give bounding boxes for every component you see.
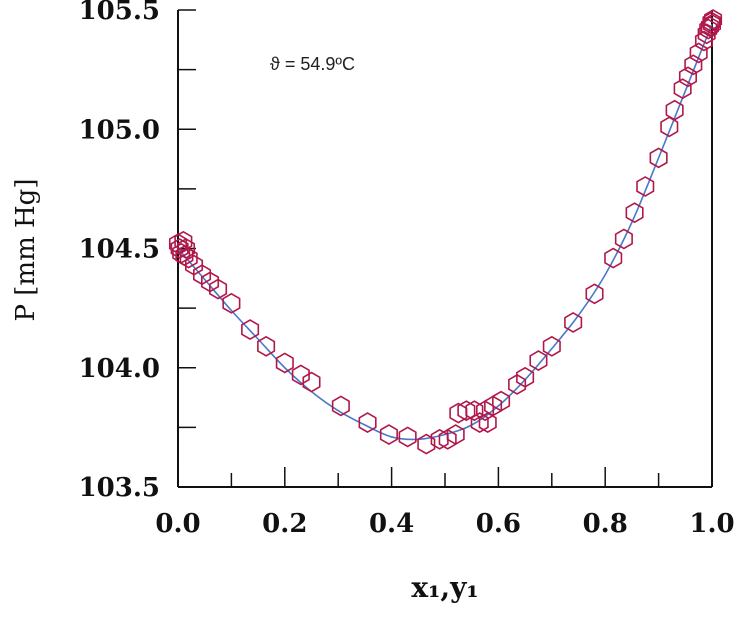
y-tick-label: 104.0 xyxy=(79,354,160,384)
y-tick-label: 105.5 xyxy=(79,0,160,26)
data-point xyxy=(302,371,321,393)
x-ticks xyxy=(177,467,713,487)
y-ticks xyxy=(178,9,196,488)
data-point xyxy=(542,335,561,357)
x-tick-label: 0.4 xyxy=(369,509,414,539)
data-point xyxy=(665,99,684,121)
data-point xyxy=(241,319,260,341)
data-point xyxy=(257,335,276,357)
data-point xyxy=(702,11,721,33)
data-point xyxy=(704,9,723,30)
data-point xyxy=(700,16,719,38)
data-point xyxy=(478,412,497,434)
x-tick-label: 0.6 xyxy=(476,509,521,539)
data-point xyxy=(673,78,692,100)
points-layer xyxy=(168,9,723,455)
data-point xyxy=(379,424,398,445)
data-point xyxy=(291,364,310,386)
data-point xyxy=(209,278,228,300)
temperature-annotation: ϑ = 54.9ºC xyxy=(270,54,355,74)
data-point xyxy=(636,176,655,197)
data-point xyxy=(702,13,722,35)
data-point xyxy=(585,283,604,305)
data-point xyxy=(170,238,189,259)
y-tick-labels: 103.5 104.0 104.5 105.0 105.5 xyxy=(79,0,160,503)
x-axis-title: x₁,y₁ xyxy=(411,571,478,604)
x-tick-label: 0.2 xyxy=(262,509,307,539)
data-point xyxy=(660,116,679,138)
data-point xyxy=(508,374,527,395)
y-tick-label: 103.5 xyxy=(79,473,160,503)
data-point xyxy=(484,395,503,417)
data-point xyxy=(516,366,535,388)
data-point xyxy=(699,18,718,40)
data-point xyxy=(457,400,476,422)
x-tick-label: 0.0 xyxy=(155,509,200,539)
data-point xyxy=(625,202,644,224)
data-point xyxy=(614,228,633,250)
axes-frame xyxy=(177,10,713,488)
data-point xyxy=(689,42,708,64)
y-tick-label: 105.0 xyxy=(79,115,160,145)
data-point xyxy=(331,395,350,417)
y-tick-label: 104.5 xyxy=(79,235,160,265)
data-point xyxy=(179,247,198,269)
x-tick-labels: 0.0 0.2 0.4 0.6 0.8 1.0 xyxy=(155,509,734,539)
data-point xyxy=(529,350,548,372)
data-point xyxy=(465,400,484,422)
data-point xyxy=(275,352,294,374)
fitted-curve xyxy=(177,24,713,441)
data-point xyxy=(604,247,623,269)
data-point xyxy=(446,424,465,445)
data-point xyxy=(417,433,436,455)
x-tick-label: 1.0 xyxy=(689,509,734,539)
data-point xyxy=(438,428,457,450)
x-tick-label: 0.8 xyxy=(583,509,628,539)
data-point xyxy=(564,312,583,333)
data-point xyxy=(176,238,196,259)
data-point xyxy=(492,390,511,412)
data-point xyxy=(222,292,241,314)
data-point xyxy=(398,426,417,448)
curve-layer xyxy=(177,24,713,441)
data-point xyxy=(649,147,668,169)
data-point xyxy=(358,412,377,434)
y-axis-title: P [mm Hg] xyxy=(11,179,41,322)
